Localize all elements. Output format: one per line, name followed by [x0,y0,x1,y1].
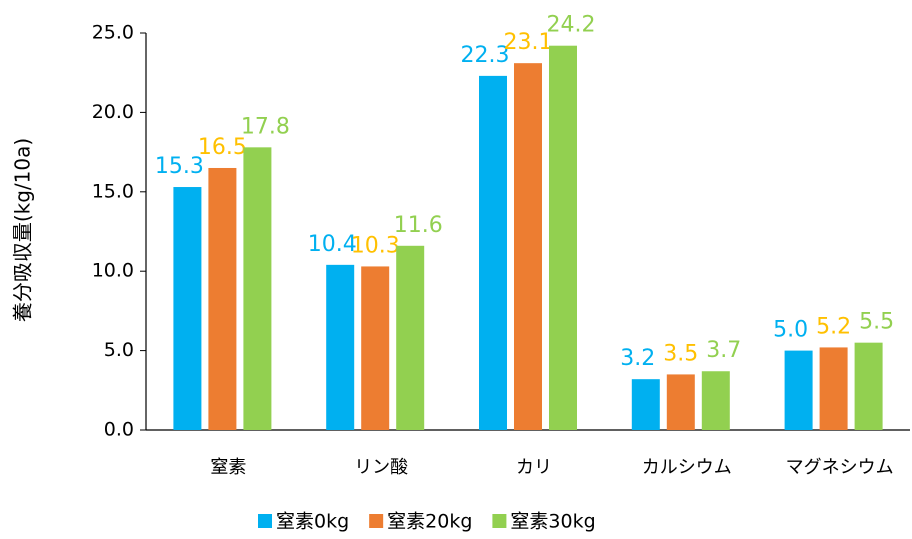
value-label: 3.5 [663,341,698,366]
value-label: 17.8 [241,114,290,139]
y-tick-label: 0.0 [104,419,134,441]
bar [326,264,355,430]
y-tick-label: 25.0 [92,22,134,44]
bar [173,187,202,430]
value-label: 3.7 [706,338,741,363]
y-tick-label: 5.0 [104,339,134,361]
bar [479,75,507,430]
x-tick-label: マグネシウム [786,457,894,478]
bar [819,347,848,430]
value-label: 22.3 [461,43,510,68]
value-label: 5.2 [816,314,851,339]
bar [243,147,272,430]
value-label: 24.2 [547,13,596,38]
y-tick-label: 20.0 [92,101,134,123]
legend-label: 窒素30kg [510,511,595,533]
value-label: 5.5 [859,310,894,335]
bar [396,245,425,430]
x-tick-label: カリ [516,457,552,478]
x-tick-label: カルシウム [642,457,732,478]
value-label: 10.4 [308,232,357,257]
value-label: 15.3 [155,154,204,179]
bar [549,45,577,430]
y-tick-label: 10.0 [92,260,134,282]
bar [631,379,660,430]
legend-label: 窒素20kg [387,511,472,533]
y-tick-label: 15.0 [92,180,134,202]
bar [208,167,237,431]
legend-swatch [258,514,272,528]
value-label: 3.2 [620,346,655,371]
legend-swatch [492,514,507,528]
value-label: 10.3 [351,233,400,258]
legend-swatch [369,514,384,528]
bar [666,374,695,430]
bar [701,371,730,430]
value-label: 23.1 [504,30,553,55]
value-label: 11.6 [394,213,443,238]
x-tick-label: 窒素 [210,457,246,478]
value-label: 5.0 [773,318,808,343]
y-axis-title: 養分吸収量(kg/10a) [11,138,35,322]
bar [514,63,542,431]
bar [361,266,390,430]
bar [784,350,813,430]
x-tick-label: リン酸 [354,457,408,478]
legend-label: 窒素0kg [276,511,349,533]
bar [854,342,883,430]
value-label: 16.5 [198,135,247,160]
